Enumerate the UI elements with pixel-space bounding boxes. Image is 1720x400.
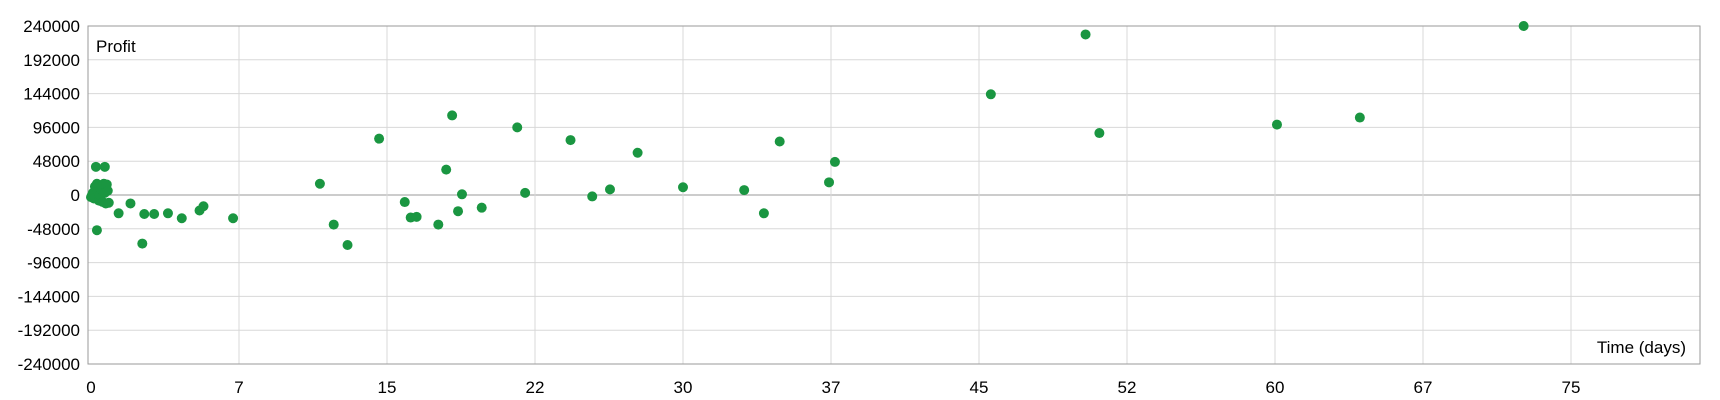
data-point (328, 219, 339, 230)
data-point (342, 239, 353, 250)
data-point (447, 110, 458, 121)
data-point (433, 219, 444, 230)
x-tick-label: 0 (86, 378, 95, 397)
x-tick-label: 60 (1266, 378, 1285, 397)
data-point (456, 189, 467, 200)
y-tick-label: 0 (71, 186, 80, 205)
y-tick-label: 144000 (23, 85, 80, 104)
data-point (441, 164, 452, 175)
y-tick-label: -48000 (27, 220, 80, 239)
y-tick-label: -240000 (18, 355, 80, 374)
data-point (198, 201, 209, 212)
data-point (1518, 21, 1529, 31)
data-point (103, 197, 114, 208)
y-tick-label: 240000 (23, 17, 80, 36)
y-tick-label: -192000 (18, 321, 80, 340)
y-tick-label: -96000 (27, 254, 80, 273)
data-point (758, 208, 769, 219)
data-point (824, 177, 835, 188)
data-point (520, 187, 531, 198)
data-point (632, 147, 643, 158)
data-point (678, 182, 688, 193)
data-point (91, 225, 102, 236)
data-point (90, 161, 101, 172)
x-tick-label: 30 (674, 378, 693, 397)
data-point (162, 208, 173, 219)
data-point (739, 185, 750, 196)
y-tick-label: 96000 (33, 118, 80, 137)
x-axis-title: Time (days) (1597, 338, 1686, 357)
data-point (314, 178, 325, 189)
data-point (1271, 119, 1282, 130)
data-point (1354, 112, 1365, 123)
data-point (985, 89, 996, 100)
y-axis-ticks: 240000 192000 144000 96000 48000 0 -48000 -9600… (18, 17, 80, 374)
data-point (604, 184, 615, 195)
x-tick-label: 75 (1562, 378, 1581, 397)
x-tick-label: 67 (1414, 378, 1433, 397)
data-point (476, 202, 487, 213)
x-tick-label: 7 (234, 378, 243, 397)
data-point (176, 213, 187, 224)
data-point (137, 238, 148, 249)
data-point (374, 133, 385, 144)
data-point (139, 209, 150, 220)
data-point (228, 213, 239, 224)
y-tick-label: 192000 (23, 51, 80, 70)
data-point (113, 208, 124, 219)
data-point (565, 135, 576, 146)
data-point (399, 197, 410, 208)
x-tick-label: 15 (378, 378, 397, 397)
x-tick-label: 52 (1118, 378, 1137, 397)
x-tick-label: 37 (822, 378, 841, 397)
data-point (102, 185, 113, 196)
x-tick-label: 45 (970, 378, 989, 397)
data-point (587, 191, 598, 202)
data-point (411, 211, 422, 222)
data-point (829, 156, 840, 167)
data-point (512, 122, 523, 133)
y-axis-title: Profit (96, 37, 136, 56)
data-point (125, 198, 136, 209)
y-tick-label: -144000 (18, 287, 80, 306)
grid-lines (88, 25, 1700, 365)
data-point (149, 209, 160, 220)
data-point (453, 206, 464, 217)
data-point (1094, 128, 1105, 139)
x-tick-label: 22 (526, 378, 545, 397)
y-tick-label: 48000 (33, 152, 80, 171)
data-point (1080, 29, 1091, 40)
x-axis-ticks: 0 7 15 22 30 37 45 52 60 67 75 (86, 378, 1580, 397)
data-point (99, 161, 110, 172)
data-point (774, 136, 785, 147)
data-points (86, 21, 1529, 250)
